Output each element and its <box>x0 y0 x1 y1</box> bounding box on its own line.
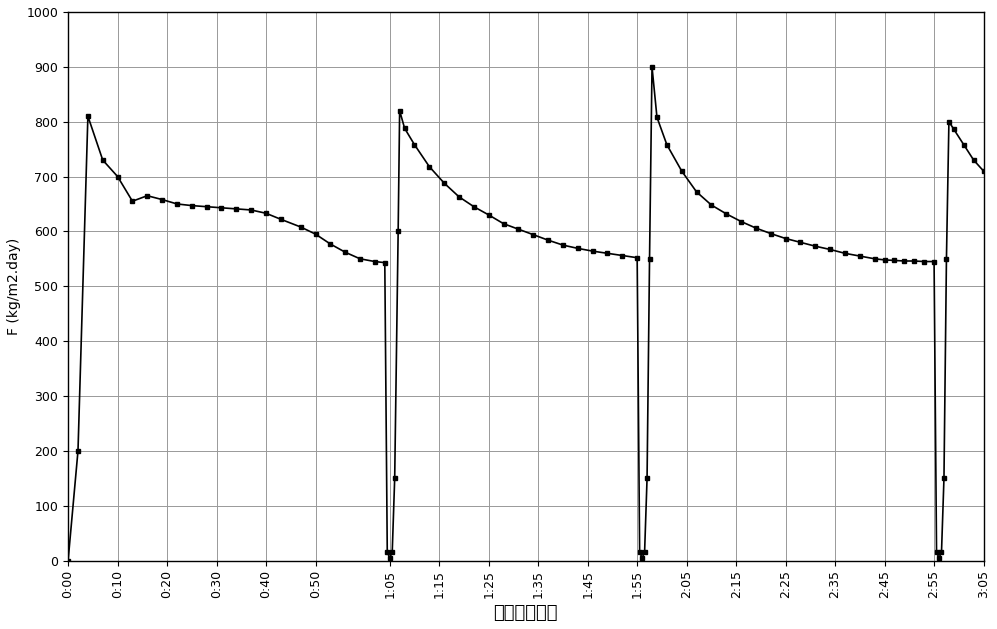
Y-axis label: F (kg/m2.day): F (kg/m2.day) <box>7 238 21 335</box>
X-axis label: 时间（小时）: 时间（小时） <box>494 604 558 622</box>
